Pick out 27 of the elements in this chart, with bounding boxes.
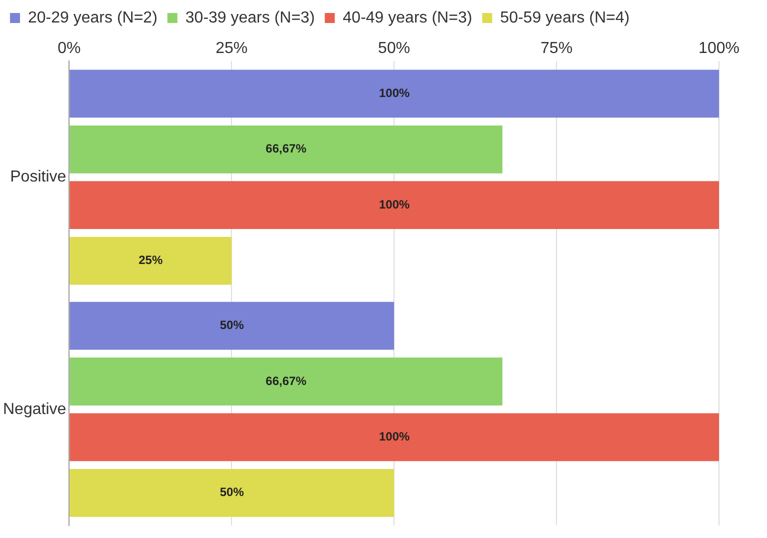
bar — [70, 125, 502, 174]
y-tick-label: Positive — [10, 168, 66, 186]
data-label: 25% — [138, 253, 163, 268]
x-tick-label: 50% — [378, 40, 410, 58]
legend-label: 30-39 years (N=3) — [185, 9, 315, 26]
y-tick-label: Negative — [2, 400, 66, 418]
bar — [70, 181, 719, 230]
bar — [70, 468, 394, 517]
data-label: 50% — [220, 318, 244, 332]
data-label: 100% — [378, 86, 410, 100]
bar — [70, 413, 719, 462]
bar — [70, 302, 394, 350]
legend-label: 20-29 years (N=2) — [28, 9, 158, 26]
bar — [70, 236, 232, 285]
data-label: 100% — [378, 430, 410, 444]
x-tick-label: 75% — [540, 40, 573, 58]
data-label: 66,67% — [266, 374, 307, 388]
x-tick-label: 100% — [698, 40, 740, 58]
legend-label: 50-59 years (N=4) — [500, 9, 630, 26]
data-label: 50% — [220, 485, 244, 500]
x-tick-label: 0% — [58, 40, 81, 58]
data-label: 66,67% — [266, 142, 307, 156]
x-tick-label: 25% — [216, 40, 248, 58]
bar — [70, 358, 502, 406]
data-label: 100% — [378, 197, 410, 212]
bar — [70, 70, 719, 118]
legend-label: 40-49 years (N=3) — [342, 9, 472, 26]
